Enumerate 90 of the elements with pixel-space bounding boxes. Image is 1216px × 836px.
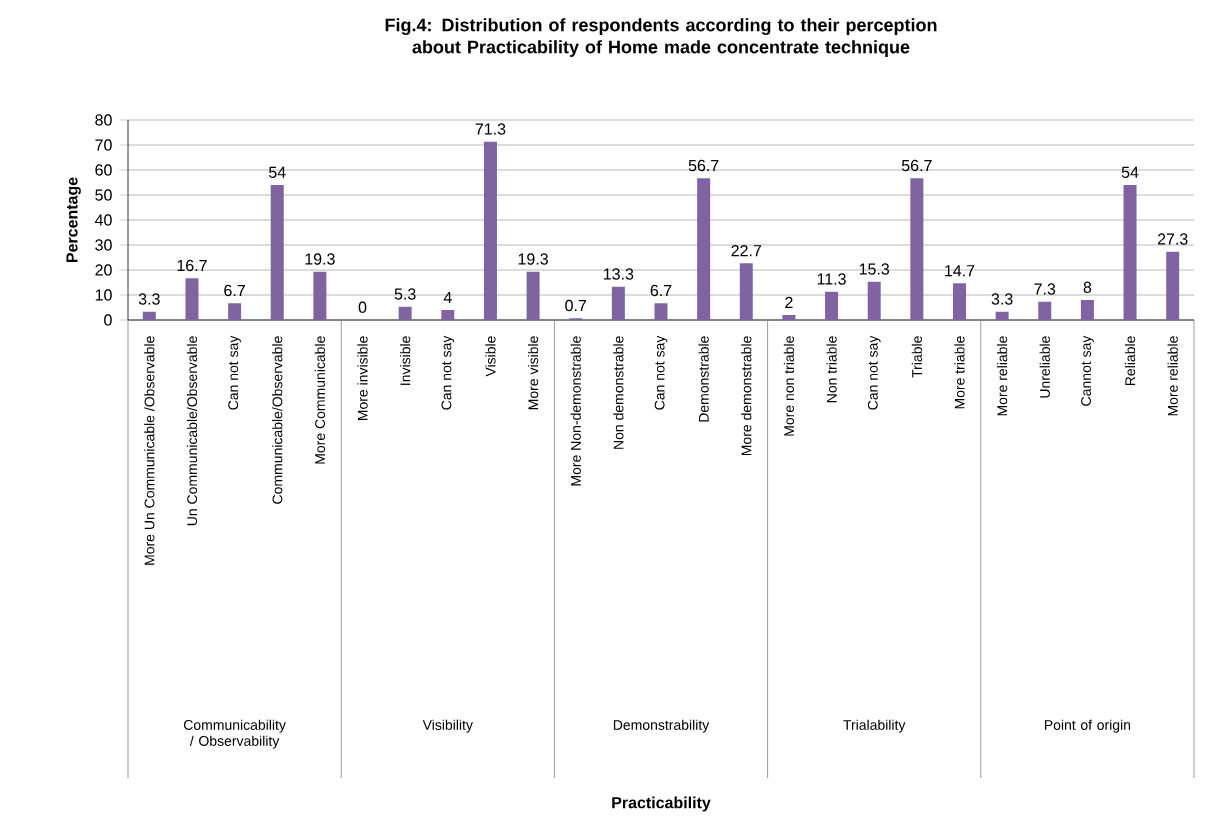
x-tick-label: More demonstrable (741, 336, 752, 456)
data-label: 54 (1121, 166, 1139, 178)
y-tick-label: 10 (95, 289, 112, 301)
data-label: 22.7 (731, 245, 762, 257)
x-tick-label: Invisible (400, 336, 411, 385)
x-tick-label: More triable (954, 336, 965, 409)
text: Trialability (843, 719, 906, 733)
data-label: 27.3 (1157, 233, 1188, 245)
bar (483, 141, 497, 321)
bar (697, 178, 711, 321)
y-tick-label: 20 (95, 264, 112, 276)
data-label: 3.3 (991, 293, 1013, 305)
x-tick-label: Can not say (441, 335, 455, 410)
text: Practicability (612, 796, 711, 812)
x-tick-label: Cannot say (1081, 335, 1094, 406)
y-tick-label: 0 (104, 314, 112, 326)
x-tick-label: Reliable (1124, 336, 1136, 386)
bar (441, 310, 455, 321)
bar (270, 185, 284, 321)
data-label: 71.3 (475, 123, 506, 135)
x-tick-label: More Communicable (314, 336, 326, 464)
text: Visibility (422, 719, 473, 733)
data-label: 19.3 (518, 253, 548, 265)
bar (952, 283, 966, 321)
data-label: 15.3 (859, 263, 890, 275)
text: Communicability / Observability (183, 719, 286, 749)
data-label: 16.7 (177, 259, 207, 272)
bar (313, 271, 327, 321)
x-tick-label: Unreliable (1039, 336, 1050, 398)
data-label: 11.3 (817, 273, 846, 285)
x-tick-label: Communicable/Observable (272, 336, 283, 504)
bar (654, 303, 668, 321)
bar (1123, 185, 1137, 321)
x-tick-label: Can not say (654, 335, 668, 410)
y-tick-label: 30 (95, 239, 112, 251)
bar (142, 311, 156, 321)
data-label: 6.7 (650, 284, 672, 297)
y-tick-label: 70 (95, 139, 112, 151)
data-label: 7.3 (1034, 283, 1056, 295)
text: Demonstrability (613, 719, 710, 733)
x-tick-label: Can not say (867, 335, 881, 410)
data-label: 54 (268, 166, 286, 178)
x-tick-label: Triable (911, 336, 922, 378)
bar (739, 263, 753, 321)
bar (825, 291, 839, 321)
bar (398, 306, 412, 321)
data-label: 5.3 (394, 288, 416, 300)
data-label: 14.7 (945, 265, 975, 277)
data-label: 4 (443, 291, 452, 303)
x-tick-label: Un Communicable/Observable (186, 336, 198, 526)
data-label: 13.3 (604, 268, 634, 280)
text: Point of origin (1044, 719, 1131, 733)
data-label: 56.7 (688, 159, 719, 172)
x-tick-label: Non demonstrable (613, 336, 624, 449)
x-tick-label: Demonstrable (698, 336, 709, 422)
x-tick-label: Can not say (228, 335, 241, 410)
bar (995, 311, 1009, 321)
data-label: 0.7 (565, 299, 587, 312)
data-label: 8 (1083, 281, 1092, 293)
data-label: 19.3 (305, 253, 335, 265)
data-label: 56.7 (901, 159, 932, 172)
y-tick-label: 50 (95, 189, 112, 201)
data-label: 6.7 (224, 284, 245, 297)
x-tick-label: More non triable (783, 336, 795, 436)
chart-title: Fig.4: Distribution of respondents according to their perception about Practicability of Home made concentrate technique (385, 18, 937, 57)
x-tick-label: More visible (527, 336, 539, 410)
bar (526, 271, 540, 321)
bar (1166, 251, 1180, 321)
bar (1080, 300, 1094, 321)
bar (185, 278, 199, 321)
x-tick-label: More reliable (997, 336, 1008, 416)
bar (611, 286, 625, 321)
y-tick-label: 80 (95, 114, 112, 126)
bar (910, 178, 924, 321)
data-label: 2 (785, 296, 793, 308)
bar (1038, 301, 1052, 321)
y-tick-label: 40 (94, 214, 112, 226)
x-tick-label: Non triable (826, 336, 837, 403)
bar (867, 281, 881, 321)
bar (228, 303, 242, 321)
data-label: 3.3 (138, 293, 160, 305)
x-tick-label: More Un Communicable /Observable (144, 336, 155, 565)
y-axis-title: Percentage (66, 177, 81, 263)
x-tick-label: Visible (485, 336, 496, 377)
data-label: 0 (358, 301, 367, 313)
x-tick-label: More invisible (357, 336, 368, 421)
x-tick-label: More reliable (1167, 336, 1178, 416)
y-tick-label: 60 (95, 164, 112, 176)
bar (782, 315, 796, 321)
x-tick-label: More Non-demonstrable (570, 336, 581, 486)
